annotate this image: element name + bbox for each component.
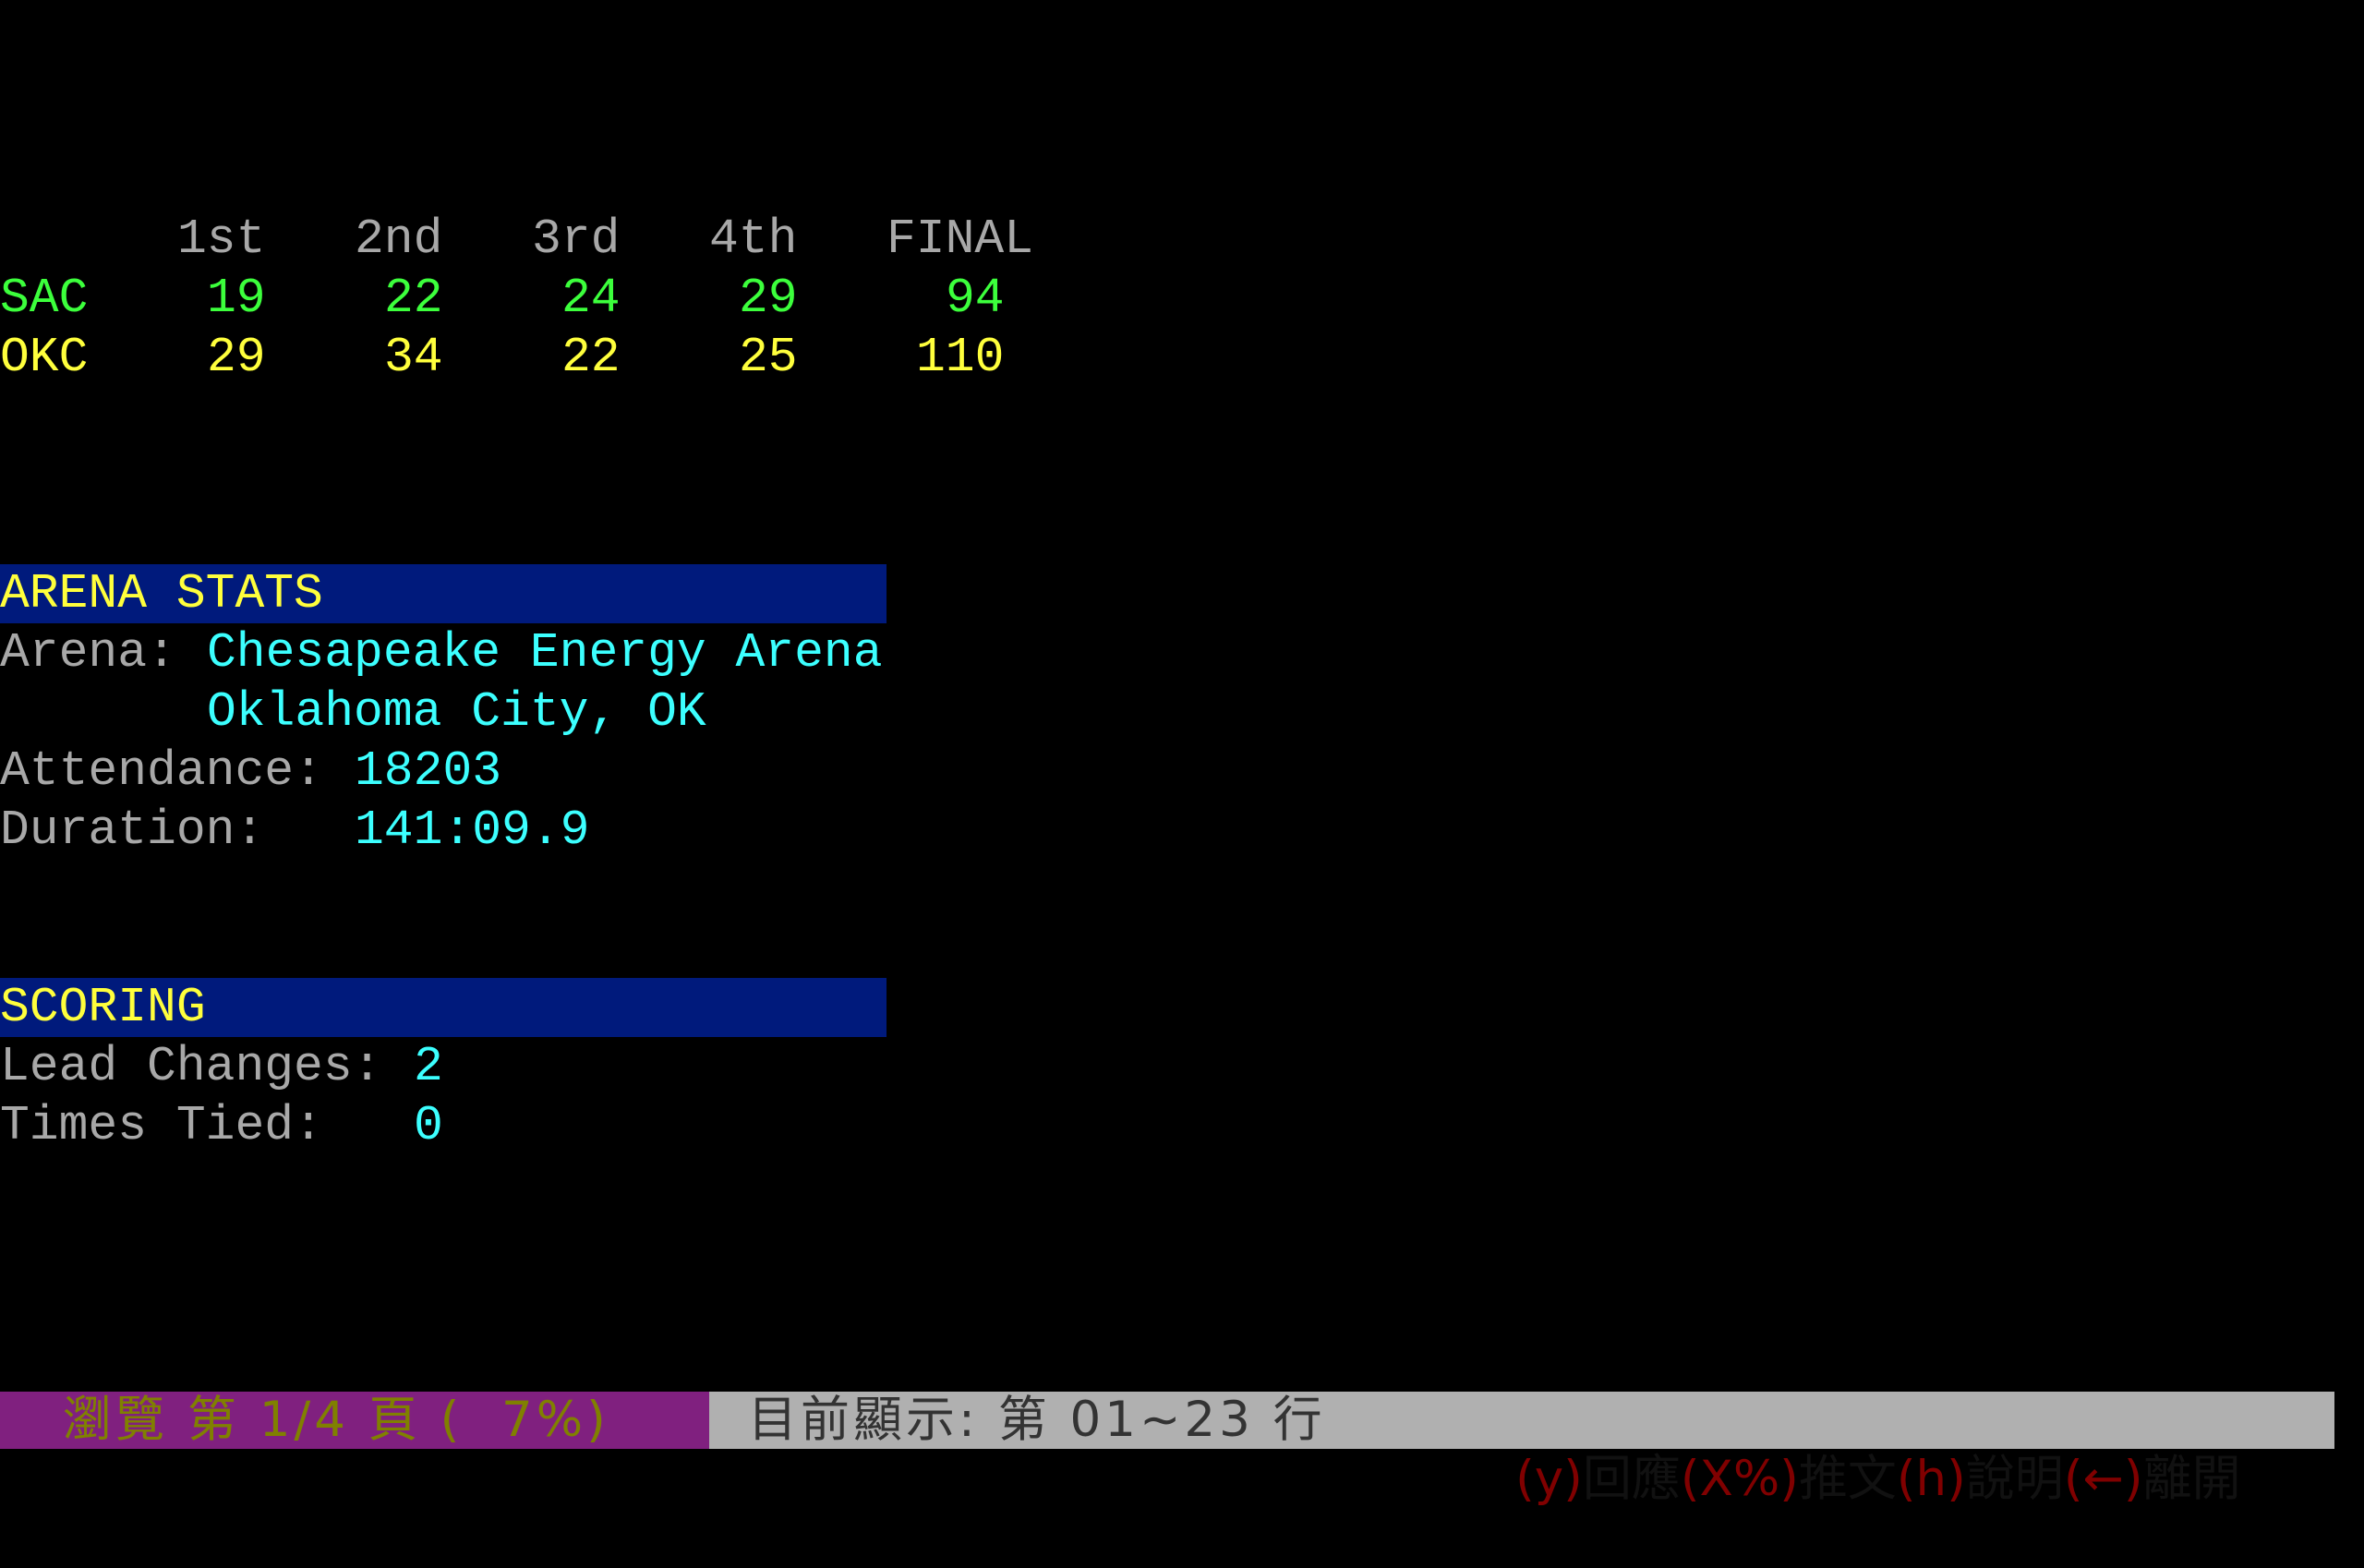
header-2nd: 2nd [355,211,443,267]
scoring-title: SCORING [0,980,206,1035]
scoring-banner [0,978,886,1037]
help-label[interactable]: 說明 [1965,1451,2064,1507]
arena-label: Arena: [0,625,176,681]
arena-stats-banner [0,564,886,623]
score: 25 [739,330,798,385]
exit-label[interactable]: 離開 [2142,1451,2241,1507]
status-main: 目前顯示: 第 01~23 行 (y)回應(X%)推文(h)說明(←)離開 [709,1391,2334,1507]
page-info: 瀏覽 第 1/4 頁 ( 7%) [63,1392,609,1448]
score: 19 [207,271,266,326]
team-name: SAC [0,271,89,326]
duration-label: Duration: [0,802,265,858]
lines-info: 目前顯示: 第 01~23 行 [748,1392,1326,1448]
lead-changes-value: 2 [414,1039,443,1094]
push-label[interactable]: 推文 [1798,1451,1897,1507]
score: 24 [561,271,621,326]
help-key[interactable]: (h) [1896,1451,1966,1507]
header-4th: 4th [709,211,798,267]
lead-changes-label: Lead Changes: [0,1039,382,1094]
key-hints: (y)回應(X%)推文(h)說明(←)離開 [1422,1391,2240,1507]
header-3rd: 3rd [532,211,621,267]
header-1st: 1st [177,211,266,267]
header-final: FINAL [886,211,1034,267]
score: 34 [384,330,443,385]
times-tied-value: 0 [414,1098,443,1153]
arena-city: Oklahoma City, OK [207,684,706,740]
push-key[interactable]: (X%) [1680,1451,1799,1507]
team-name: OKC [0,330,89,385]
arena-stats-title: ARENA STATS [0,566,323,621]
arena-name: Chesapeake Energy Arena [207,625,883,681]
exit-key[interactable]: (←) [2063,1451,2143,1507]
score-final: 94 [946,271,1005,326]
attendance-label: Attendance: [0,743,323,799]
times-tied-label: Times Tied: [0,1098,323,1153]
score: 22 [384,271,443,326]
reply-key[interactable]: (y) [1515,1451,1583,1507]
score: 29 [207,330,266,385]
duration-value: 141:09.9 [355,802,590,858]
score-final: 110 [916,330,1005,385]
reply-label[interactable]: 回應 [1582,1451,1681,1507]
score: 29 [739,271,798,326]
attendance-value: 18203 [355,743,502,799]
page-indicator: 瀏覽 第 1/4 頁 ( 7%) [0,1392,709,1449]
score: 22 [561,330,621,385]
